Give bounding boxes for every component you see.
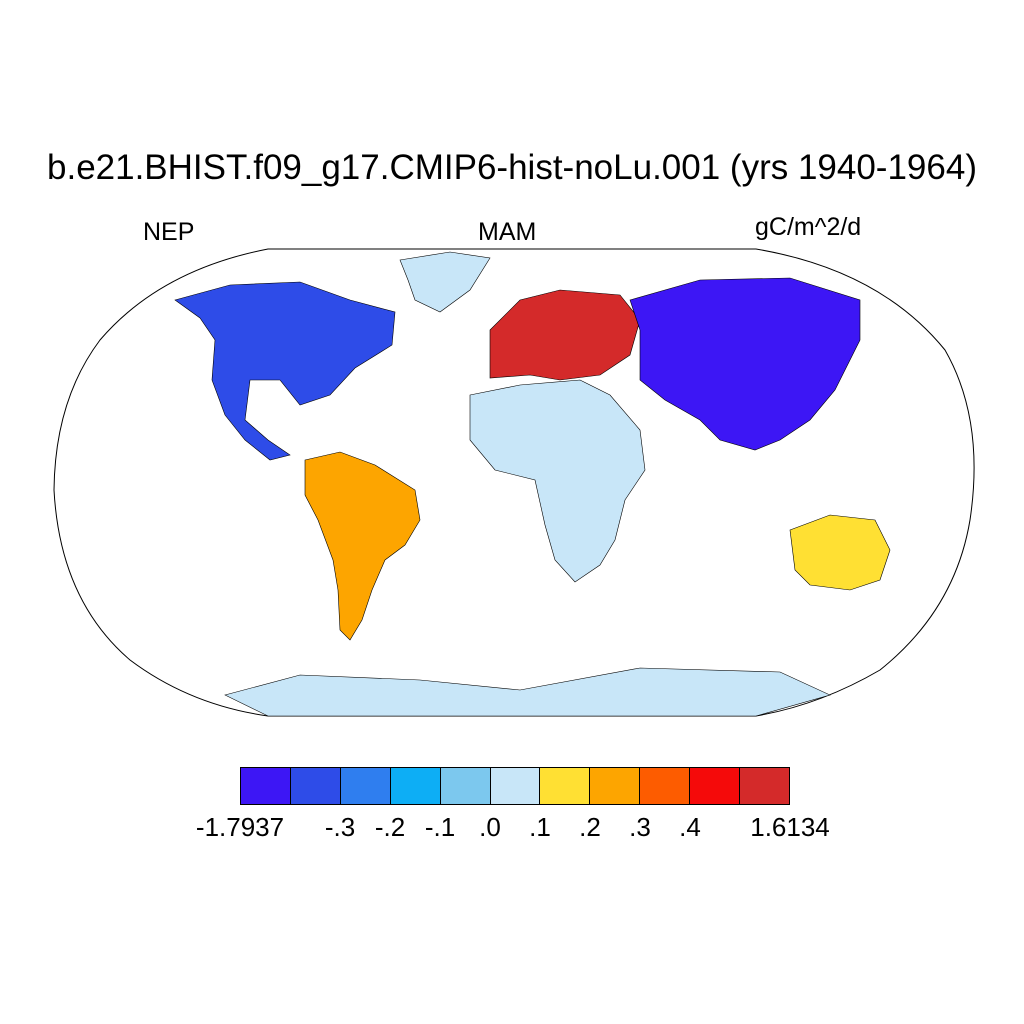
units-label: gC/m^2/d [755,213,862,241]
continent-south-america [304,451,421,641]
colorbar-tick-label: .4 [679,812,701,842]
colorbar-tick-label: -.2 [374,812,406,842]
colorbar-tick-label: .0 [479,812,501,842]
colorbar-swatch [690,768,741,804]
continent-asia [629,277,861,451]
colorbar-swatch [490,768,541,804]
colorbar-swatch [440,768,491,804]
continent-africa [469,379,646,583]
colorbar-tick-label: -1.7937 [195,812,285,842]
colorbar-tick-label: .3 [629,812,651,842]
continent-australia [789,514,891,591]
colorbar-swatch [340,768,391,804]
colorbar-swatch [390,768,441,804]
colorbar-swatch [540,768,591,804]
colorbar-tick-label: .1 [529,812,551,842]
continent-north-america [174,281,396,461]
colorbar-swatch [640,768,691,804]
map-title: b.e21.BHIST.f09_g17.CMIP6-hist-noLu.001 … [47,148,977,187]
variable-label: NEP [143,218,195,246]
season-label: MAM [478,218,537,246]
colorbar [240,767,790,805]
colorbar-swatch [590,768,641,804]
colorbar-tick-label: -.1 [424,812,456,842]
continent-europe [489,289,641,381]
colorbar-swatch [740,768,789,804]
colorbar-labels: -1.7937 -.3 -.2 -.1 .0 .1 .2 .3 .4 1.6134 [0,812,1024,848]
colorbar-tick-label: 1.6134 [750,812,830,842]
colorbar-swatch [290,768,341,804]
continent-greenland [399,251,491,313]
colorbar-swatch [241,768,291,804]
colorbar-tick-label: -.3 [324,812,356,842]
colorbar-tick-label: .2 [579,812,601,842]
continent-antarctica [224,667,831,717]
